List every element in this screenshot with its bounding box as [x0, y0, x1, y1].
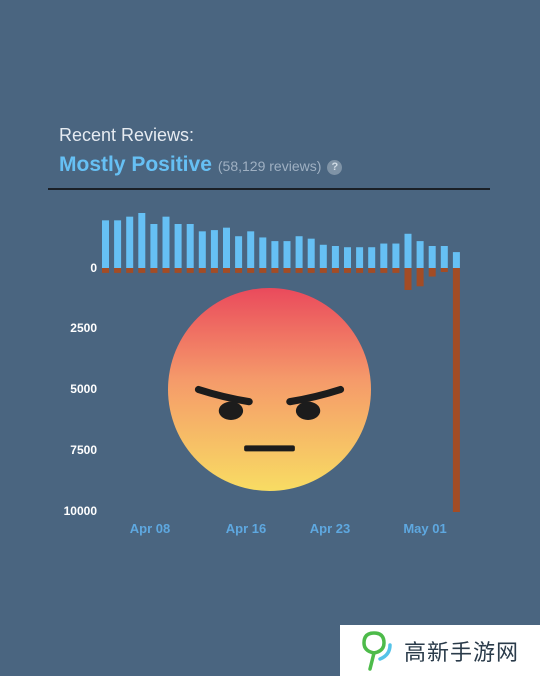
- negative-bar: [186, 268, 194, 273]
- positive-bar: [223, 227, 230, 268]
- negative-bar: [295, 268, 303, 273]
- summary-row: Mostly Positive (58,129 reviews) ?: [59, 153, 343, 177]
- negative-bar: [368, 268, 376, 273]
- positive-bar: [416, 241, 424, 268]
- positive-bar: [271, 241, 279, 268]
- x-tick-label: Apr 23: [310, 521, 350, 536]
- x-tick-label: May 01: [403, 521, 446, 536]
- review-rating[interactable]: Mostly Positive: [59, 153, 212, 176]
- negative-bar: [114, 268, 122, 273]
- positive-bar: [114, 220, 122, 268]
- negative-bar: [102, 268, 109, 273]
- y-tick-label: 7500: [70, 443, 97, 457]
- positive-bar: [126, 216, 134, 268]
- negative-bar: [259, 268, 267, 273]
- watermark: 高新手游网: [340, 625, 540, 676]
- positive-bar: [259, 237, 267, 268]
- negative-bar: [247, 268, 255, 273]
- positive-bar: [428, 246, 436, 268]
- x-tick-label: Apr 08: [130, 521, 170, 536]
- positive-bar: [150, 224, 158, 268]
- positive-bar: [162, 216, 170, 268]
- negative-bar: [356, 268, 364, 273]
- positive-bar: [392, 243, 400, 268]
- y-tick-label: 5000: [70, 382, 97, 396]
- negative-bar: [126, 268, 134, 273]
- help-icon[interactable]: ?: [327, 160, 343, 175]
- negative-bar: [283, 268, 291, 273]
- negative-bar: [344, 268, 351, 273]
- negative-bar: [428, 268, 436, 277]
- y-tick-label: 0: [90, 261, 97, 275]
- negative-bar: [223, 268, 230, 273]
- negative-bar: [452, 268, 460, 512]
- negative-bar: [404, 268, 412, 290]
- positive-bar: [295, 236, 303, 268]
- recent-reviews-label: Recent Reviews:: [59, 125, 195, 145]
- positive-bar: [356, 247, 364, 268]
- positive-bar: [380, 243, 388, 268]
- positive-bar: [235, 236, 243, 268]
- negative-bar: [416, 268, 424, 287]
- positive-bar: [368, 247, 376, 268]
- negative-bar: [440, 268, 448, 272]
- y-tick-label: 10000: [64, 504, 98, 518]
- positive-bar: [452, 252, 460, 268]
- watermark-text: 高新手游网: [404, 640, 520, 666]
- positive-bar: [404, 233, 412, 268]
- negative-bar: [150, 268, 158, 273]
- positive-bar: [440, 246, 448, 268]
- positive-bar: [174, 224, 182, 268]
- negative-bar: [331, 268, 339, 273]
- positive-bar: [319, 244, 327, 268]
- negative-bar: [380, 268, 388, 273]
- positive-bar: [102, 220, 109, 268]
- negative-bar: [174, 268, 182, 273]
- angry-face-emoji-icon: [168, 288, 371, 491]
- positive-bar: [138, 213, 146, 268]
- leaf-logo-icon: [362, 630, 392, 671]
- positive-bar: [210, 230, 218, 268]
- positive-bar: [331, 246, 339, 268]
- negative-bar: [271, 268, 279, 273]
- negative-bar: [307, 268, 315, 273]
- negative-bar: [138, 268, 146, 273]
- y-axis: 0 2500 5000 7500 10000: [64, 261, 98, 518]
- positive-bar: [283, 241, 291, 268]
- negative-bar: [235, 268, 243, 273]
- positive-bar: [307, 238, 315, 268]
- negative-bar: [319, 268, 327, 273]
- y-tick-label: 2500: [70, 321, 97, 335]
- header-divider: [48, 188, 490, 190]
- bars-group: [102, 213, 460, 512]
- negative-bar: [162, 268, 170, 273]
- x-tick-label: Apr 16: [226, 521, 266, 536]
- negative-bar: [392, 268, 400, 273]
- reviews-summary: Recent Reviews: Mostly Positive (58,129 …: [59, 124, 343, 177]
- review-count: (58,129 reviews): [217, 158, 322, 174]
- negative-bar: [198, 268, 206, 273]
- positive-bar: [186, 224, 194, 268]
- positive-bar: [198, 231, 206, 268]
- positive-bar: [344, 247, 351, 268]
- positive-bar: [247, 231, 255, 268]
- negative-bar: [210, 268, 218, 273]
- x-axis: Apr 08 Apr 16 Apr 23 May 01: [130, 521, 447, 536]
